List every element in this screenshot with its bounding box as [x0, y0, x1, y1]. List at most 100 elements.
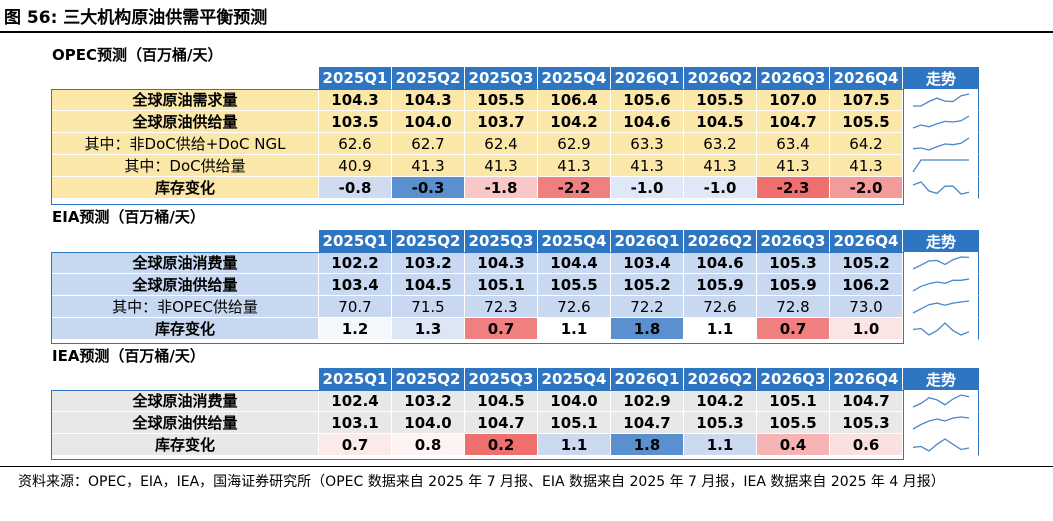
row-label: 全球原油需求量 [51, 89, 318, 111]
value-cell: 104.7 [829, 390, 902, 412]
quarter-header-2025Q1: 2025Q1 [318, 67, 391, 89]
value-cell: 104.0 [391, 412, 464, 434]
trend-cell [902, 252, 979, 274]
value-cell: 105.3 [683, 412, 756, 434]
value-cell: 105.1 [537, 412, 610, 434]
value-cell: 1.0 [829, 318, 902, 340]
value-cell: 105.5 [683, 89, 756, 111]
quarter-header-2026Q2: 2026Q2 [683, 368, 756, 390]
table-iea: 2025Q1 2025Q2 2025Q3 2025Q4 2026Q1 2026Q2 2026… [51, 368, 979, 456]
value-cell: 63.2 [683, 133, 756, 155]
table-row: 全球原油需求量 104.3 104.3 105.5 106.4 105.6 105.5 107… [51, 89, 979, 111]
table-row: 库存变化 0.7 0.8 0.2 1.1 1.8 1.1 0.4 0.6 [51, 434, 979, 456]
row-label: 全球原油供给量 [51, 111, 318, 133]
row-label: 其中：DoC供给量 [51, 155, 318, 177]
trend-cell [902, 434, 979, 456]
value-cell: -0.3 [391, 177, 464, 199]
row-label: 其中：非OPEC供给量 [51, 296, 318, 318]
value-cell: 1.2 [318, 318, 391, 340]
sparkline-path [912, 415, 969, 430]
value-cell: 73.0 [829, 296, 902, 318]
section-title-opec: OPEC预测（百万桶/天） [52, 46, 223, 64]
quarter-header-2025Q3: 2025Q3 [464, 67, 537, 89]
value-cell: 104.4 [537, 252, 610, 274]
value-cell: 103.1 [318, 412, 391, 434]
value-cell: -2.3 [756, 177, 829, 199]
value-cell: 106.2 [829, 274, 902, 296]
table-row: 库存变化 -0.8 -0.3 -1.8 -2.2 -1.0 -1.0 -2.3 -2.0 [51, 177, 979, 199]
trend-header: 走势 [902, 67, 979, 89]
value-cell: 104.7 [464, 412, 537, 434]
quarter-header-2026Q3: 2026Q3 [756, 67, 829, 89]
value-cell: 62.9 [537, 133, 610, 155]
quarter-header-2025Q2: 2025Q2 [391, 230, 464, 252]
value-cell: 104.3 [318, 89, 391, 111]
quarter-header-2026Q4: 2026Q4 [829, 368, 902, 390]
sparkline-path [912, 136, 969, 151]
title-rule [0, 31, 1053, 33]
value-cell: -1.0 [683, 177, 756, 199]
value-cell: 105.9 [756, 274, 829, 296]
sparkline-path [912, 393, 969, 408]
value-cell: 64.2 [829, 133, 902, 155]
quarter-header-2026Q2: 2026Q2 [683, 67, 756, 89]
value-cell: 107.0 [756, 89, 829, 111]
trend-sparkline [912, 114, 969, 129]
value-cell: 105.2 [829, 252, 902, 274]
value-cell: 71.5 [391, 296, 464, 318]
value-cell: 102.4 [318, 390, 391, 412]
value-cell: 105.9 [683, 274, 756, 296]
value-cell: 41.3 [756, 155, 829, 177]
table-row: 其中：非OPEC供给量 70.7 71.5 72.3 72.6 72.2 72.6 72.8 7… [51, 296, 979, 318]
quarter-header-2025Q4: 2025Q4 [537, 230, 610, 252]
row-label: 全球原油供给量 [51, 274, 318, 296]
value-cell: 103.2 [391, 390, 464, 412]
figure-title: 图 56: 三大机构原油供需平衡预测 [4, 8, 268, 28]
value-cell: 62.6 [318, 133, 391, 155]
value-cell: 103.5 [318, 111, 391, 133]
source-footnote: 资料来源：OPEC，EIA，IEA，国海证券研究所（OPEC 数据来自 2025… [18, 474, 945, 490]
row-label: 库存变化 [51, 177, 318, 199]
trend-sparkline [912, 255, 969, 270]
quarter-header-2025Q3: 2025Q3 [464, 230, 537, 252]
sparkline-path [912, 321, 969, 336]
table-row: 库存变化 1.2 1.3 0.7 1.1 1.8 1.1 0.7 1.0 [51, 318, 979, 340]
header-corner [51, 230, 318, 252]
value-cell: 0.4 [756, 434, 829, 456]
value-cell: 102.9 [610, 390, 683, 412]
quarter-header-2026Q1: 2026Q1 [610, 67, 683, 89]
trend-cell [902, 390, 979, 412]
trend-header: 走势 [902, 230, 979, 252]
value-cell: 72.2 [610, 296, 683, 318]
header-row: 2025Q1 2025Q2 2025Q3 2025Q4 2026Q1 2026Q2 2026… [51, 67, 979, 89]
value-cell: 0.7 [756, 318, 829, 340]
value-cell: 41.3 [391, 155, 464, 177]
quarter-header-2026Q1: 2026Q1 [610, 368, 683, 390]
value-cell: 103.4 [610, 252, 683, 274]
trend-cell [902, 133, 979, 155]
quarter-header-2026Q2: 2026Q2 [683, 230, 756, 252]
trend-header: 走势 [902, 368, 979, 390]
value-cell: 104.5 [391, 274, 464, 296]
value-cell: 105.5 [464, 89, 537, 111]
quarter-header-2025Q2: 2025Q2 [391, 67, 464, 89]
section-title-eia: EIA预测（百万桶/天） [52, 208, 205, 226]
sparkline-path [912, 299, 969, 314]
value-cell: 41.3 [683, 155, 756, 177]
value-cell: 104.7 [610, 412, 683, 434]
value-cell: 40.9 [318, 155, 391, 177]
value-cell: 107.5 [829, 89, 902, 111]
value-cell: 41.3 [610, 155, 683, 177]
sparkline-path [912, 437, 969, 452]
value-cell: 105.5 [829, 111, 902, 133]
trend-sparkline [912, 437, 969, 452]
value-cell: 104.0 [537, 390, 610, 412]
value-cell: 72.6 [683, 296, 756, 318]
value-cell: 105.6 [610, 89, 683, 111]
trend-cell [902, 89, 979, 111]
value-cell: 41.3 [537, 155, 610, 177]
value-cell: 103.4 [318, 274, 391, 296]
quarter-header-2026Q1: 2026Q1 [610, 230, 683, 252]
sparkline-path [911, 158, 969, 172]
value-cell: 105.1 [756, 390, 829, 412]
